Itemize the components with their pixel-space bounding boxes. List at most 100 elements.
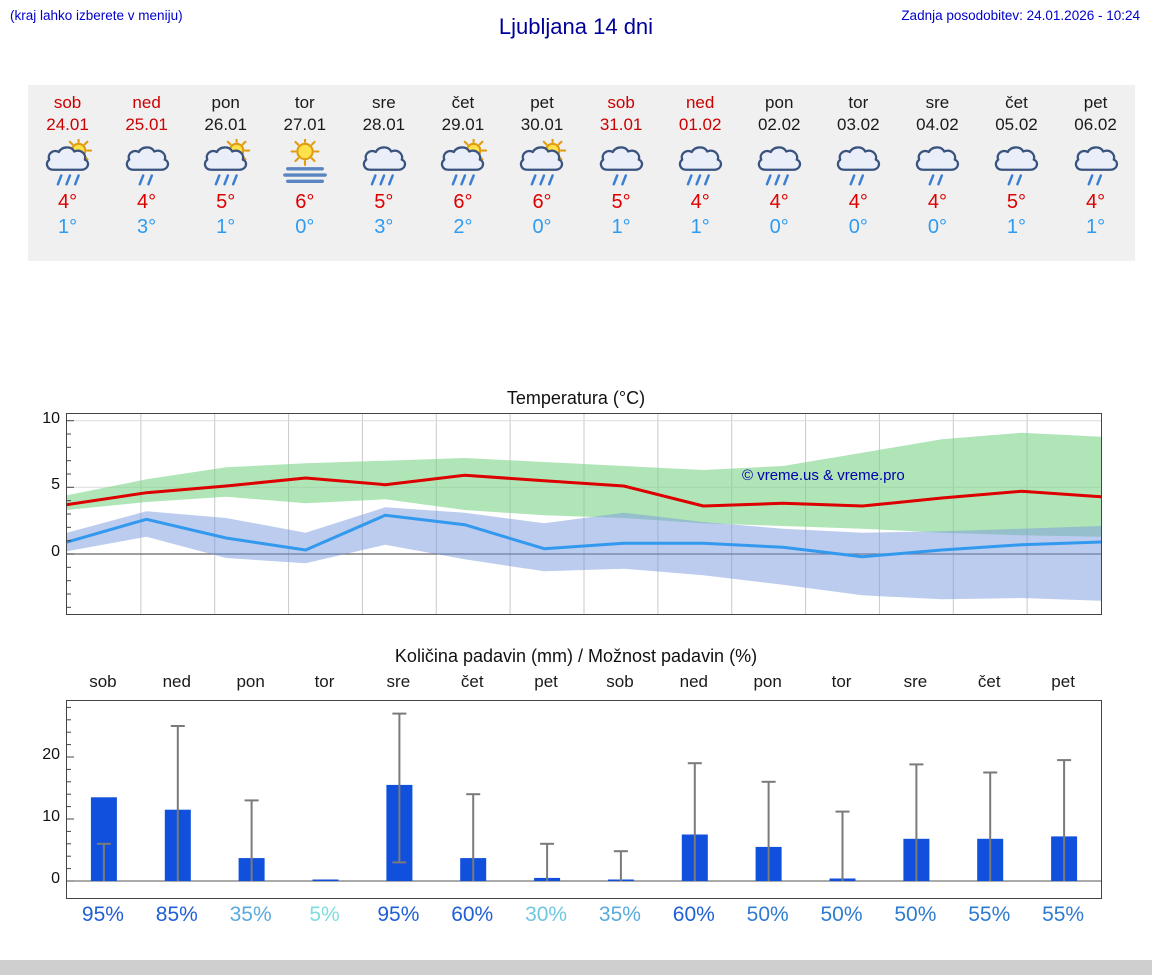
- day-date-label: 02.02: [757, 115, 801, 134]
- temperature-chart: [66, 413, 1102, 615]
- precip-day-label: pet: [534, 672, 558, 691]
- day-name-label: tor: [294, 93, 315, 112]
- forecast-day[interactable]: ned 25.01 4° 3°: [107, 85, 186, 261]
- temperature-chart-title: Temperatura (°C): [506, 388, 646, 408]
- low-temp: 1°: [1006, 216, 1027, 238]
- forecast-day[interactable]: ned 01.02 4° 1°: [661, 85, 740, 261]
- low-temp: 2°: [453, 216, 473, 238]
- day-date-label: 01.02: [678, 115, 722, 134]
- day-date-label: 28.01: [362, 115, 406, 134]
- high-temp: 5°: [216, 191, 236, 213]
- axis-tick-label: 10: [42, 808, 60, 825]
- high-temp: 5°: [1006, 191, 1027, 213]
- forecast-day[interactable]: pet 30.01 6° 0°: [502, 85, 581, 261]
- cloud-rain-icon: [837, 146, 881, 186]
- precip-day-label: tor: [314, 672, 335, 691]
- precip-day-label: pon: [236, 672, 265, 691]
- sun-cloud-rain-icon: [203, 139, 250, 186]
- day-date-label: 06.02: [1074, 115, 1117, 134]
- day-date-label: 30.01: [520, 115, 564, 134]
- day-name-label: tor: [848, 93, 869, 112]
- day-name-label: sob: [53, 93, 82, 112]
- precip-day-label: čet: [460, 672, 484, 691]
- high-temp: 6°: [453, 191, 473, 213]
- day-date-label: 25.01: [125, 115, 168, 134]
- forecast-strip: sob 24.01 4° 1° ned 25.01 4° 3° pon 26.01 5° 1° tor 2…: [28, 85, 1135, 261]
- precip-probability-label: 55%: [1042, 903, 1085, 926]
- precip-day-label: sob: [606, 672, 634, 691]
- high-temp: 4°: [137, 191, 157, 213]
- axis-tick-label: 20: [42, 746, 60, 763]
- high-temp: 5°: [611, 191, 631, 213]
- cloud-rain-icon: [125, 146, 169, 186]
- low-temp: 1°: [1085, 216, 1106, 238]
- precip-probability-label: 60%: [672, 903, 715, 926]
- forecast-day[interactable]: sre 28.01 5° 3°: [344, 85, 423, 261]
- cloud-rain-icon: [995, 146, 1039, 186]
- high-temp: 4°: [848, 191, 868, 213]
- low-temp: 0°: [769, 216, 789, 238]
- precip-probability-row: 95% 85% 35% 5% 95% 60% 30% 35% 60% 50% 50% 50% 55% 55…: [66, 903, 1100, 927]
- day-date-label: 29.01: [441, 115, 485, 134]
- forecast-day[interactable]: sob 24.01 4° 1°: [28, 85, 107, 261]
- sun-fog-icon: [282, 139, 327, 183]
- precip-day-label: pet: [1051, 672, 1075, 691]
- cloud-rain-icon: [599, 146, 644, 186]
- high-temp: 4°: [57, 191, 78, 213]
- high-temp: 6°: [295, 191, 315, 213]
- precip-chart-title: Količina padavin (mm) / Možnost padavin …: [394, 646, 758, 666]
- precipitation-chart: [66, 700, 1102, 899]
- precip-probability-label: 50%: [894, 903, 937, 926]
- watermark: © vreme.us & vreme.pro: [742, 467, 905, 484]
- forecast-day[interactable]: pon 02.02 4° 0°: [740, 85, 819, 261]
- low-temp: 0°: [927, 216, 947, 238]
- day-date-label: 24.01: [46, 115, 89, 134]
- forecast-day[interactable]: pon 26.01 5° 1°: [186, 85, 265, 261]
- footer-bar: [0, 960, 1152, 975]
- page-title: Ljubljana 14 dni: [498, 14, 654, 39]
- precip-probability-label: 50%: [746, 903, 789, 926]
- day-name-label: sre: [372, 93, 396, 112]
- precip-probability-label: 50%: [820, 903, 863, 926]
- cloud-heavy-rain-icon: [362, 146, 406, 186]
- precip-probability-label: 5%: [309, 903, 340, 926]
- day-date-label: 27.01: [283, 115, 327, 134]
- forecast-day[interactable]: tor 27.01 6° 0°: [265, 85, 344, 261]
- axis-tick-label: 10: [42, 409, 60, 427]
- forecast-day[interactable]: sob 31.01 5° 1°: [582, 85, 661, 261]
- precip-day-label: ned: [162, 672, 191, 691]
- sun-cloud-rain-icon: [519, 139, 567, 186]
- forecast-day[interactable]: sre 04.02 4° 0°: [898, 85, 977, 261]
- cloud-rain-icon: [1074, 146, 1118, 186]
- low-temp: 0°: [532, 216, 552, 238]
- cloud-heavy-rain-icon: [757, 146, 802, 186]
- precip-probability-label: 85%: [155, 903, 198, 926]
- day-name-label: pet: [530, 93, 554, 112]
- day-date-label: 31.01: [599, 115, 643, 134]
- day-name-label: sre: [925, 93, 950, 112]
- low-temp: 1°: [216, 216, 236, 238]
- high-temp: 6°: [532, 191, 552, 213]
- precip-day-label: ned: [679, 672, 708, 691]
- forecast-day[interactable]: čet 29.01 6° 2°: [423, 85, 502, 261]
- precip-day-label: čet: [977, 672, 1001, 691]
- day-date-label: 05.02: [995, 115, 1038, 134]
- day-name-label: pet: [1083, 93, 1108, 112]
- low-temp: 1°: [611, 216, 631, 238]
- precip-probability-label: 35%: [598, 903, 641, 926]
- forecast-day[interactable]: pet 06.02 4° 1°: [1056, 85, 1135, 261]
- forecast-day[interactable]: tor 03.02 4° 0°: [819, 85, 898, 261]
- forecast-day[interactable]: čet 05.02 5° 1°: [977, 85, 1056, 261]
- high-temp: 4°: [1085, 191, 1106, 213]
- day-name-label: čet: [1005, 93, 1028, 112]
- precip-day-label: sob: [89, 672, 117, 691]
- precip-day-label: pon: [753, 672, 782, 691]
- precip-probability-label: 95%: [81, 903, 124, 926]
- last-update-text: Zadnja posodobitev: 24.01.2026 - 10:24: [901, 8, 1140, 23]
- day-name-label: ned: [685, 93, 715, 112]
- low-temp: 0°: [295, 216, 315, 238]
- low-temp: 3°: [374, 216, 394, 238]
- precip-probability-label: 35%: [229, 903, 272, 926]
- day-date-label: 26.01: [204, 115, 247, 134]
